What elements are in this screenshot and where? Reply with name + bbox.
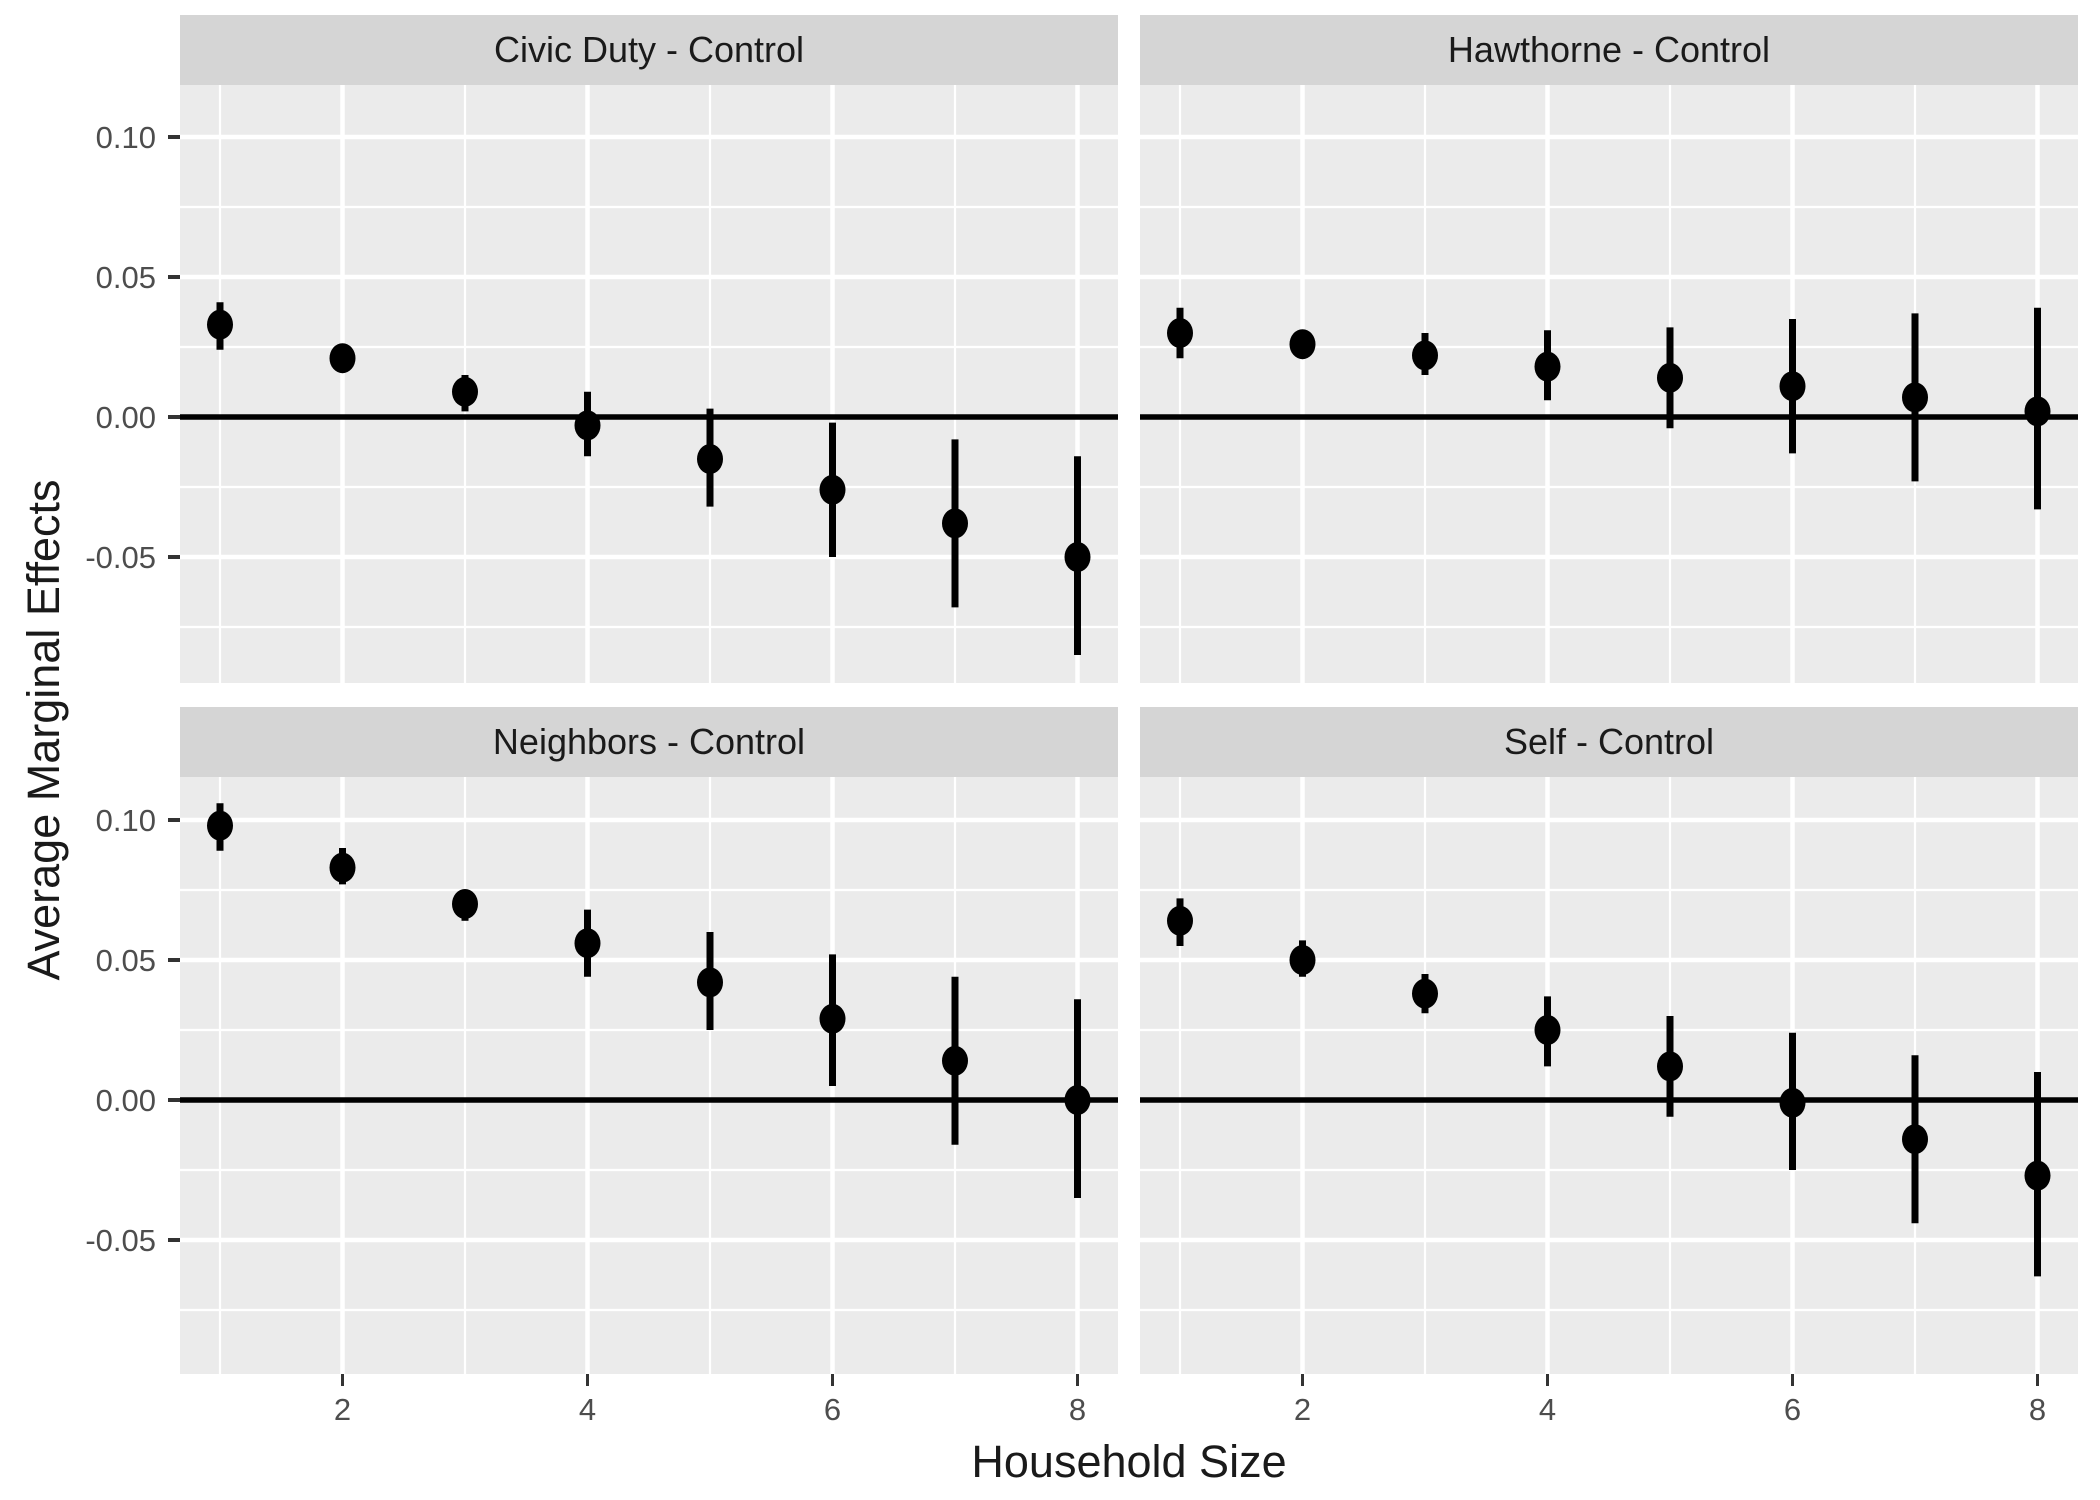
panel-background xyxy=(180,777,1118,1374)
y-tick-mark xyxy=(168,135,180,139)
panel-plot-area xyxy=(1140,777,2078,1374)
panel-civic-duty xyxy=(180,85,1118,688)
y-tick-label: 0.05 xyxy=(95,260,156,295)
panel-plot-area xyxy=(180,85,1118,683)
panel-background xyxy=(180,85,1118,683)
data-point xyxy=(452,889,478,919)
data-point xyxy=(1779,1087,1806,1118)
x-tick-mark xyxy=(2035,1374,2040,1386)
x-tick-label: 8 xyxy=(2028,1392,2047,1427)
y-tick-label: -0.05 xyxy=(85,1223,156,1258)
facet-strip-self: Self - Control xyxy=(1140,707,2078,777)
y-tick-mark xyxy=(168,818,180,822)
data-point xyxy=(819,1003,846,1034)
data-point xyxy=(819,474,846,505)
data-point xyxy=(1534,351,1561,382)
y-tick-mark xyxy=(168,1238,180,1242)
data-point xyxy=(942,1045,968,1076)
x-tick-label: 8 xyxy=(1068,1392,1087,1427)
data-point xyxy=(1167,318,1193,348)
y-tick-mark xyxy=(168,555,180,559)
data-point xyxy=(1412,340,1438,371)
x-tick-mark xyxy=(1545,1374,1550,1386)
facet-strip-hawthorne: Hawthorne - Control xyxy=(1140,15,2078,85)
y-tick-label: -0.05 xyxy=(85,540,156,575)
data-point xyxy=(1167,905,1193,936)
data-point xyxy=(1289,945,1316,975)
x-tick-label: 4 xyxy=(578,1392,597,1427)
y-tick-mark xyxy=(168,958,180,962)
y-tick-label: 0.10 xyxy=(95,120,156,155)
facet-strip-neighbors: Neighbors - Control xyxy=(180,707,1118,777)
facet-strip-label: Neighbors - Control xyxy=(492,721,806,762)
data-point xyxy=(207,810,233,841)
data-point xyxy=(1779,371,1806,402)
data-point xyxy=(1064,1085,1091,1115)
panel-plot-area xyxy=(180,777,1118,1374)
y-tick-label: 0.00 xyxy=(95,400,156,435)
data-point xyxy=(1657,362,1683,393)
panel-self xyxy=(1140,777,2078,1379)
panel-background xyxy=(1140,85,2078,683)
x-tick-label: 6 xyxy=(823,1392,842,1427)
x-tick-label: 6 xyxy=(1783,1392,1802,1427)
data-point xyxy=(1902,382,1928,413)
y-tick-mark xyxy=(168,415,180,419)
y-tick-label: 0.00 xyxy=(95,1083,156,1118)
data-point xyxy=(697,967,723,998)
y-tick-label: 0.05 xyxy=(95,943,156,978)
data-point xyxy=(1064,542,1091,572)
facet-strip-civic-duty: Civic Duty - Control xyxy=(180,15,1118,85)
x-tick-mark xyxy=(340,1374,345,1386)
data-point xyxy=(942,508,968,539)
x-tick-mark xyxy=(830,1374,835,1386)
y-tick-mark xyxy=(168,275,180,279)
facet-strip-label: Hawthorne - Control xyxy=(1447,29,1771,70)
x-tick-mark xyxy=(1075,1374,1080,1386)
y-tick-mark xyxy=(168,1098,180,1102)
data-point xyxy=(574,928,601,959)
data-point xyxy=(452,376,478,407)
x-tick-mark xyxy=(1300,1374,1305,1386)
panel-hawthorne xyxy=(1140,85,2078,688)
facet-strip-label: Civic Duty - Control xyxy=(493,29,805,70)
data-point xyxy=(1657,1051,1683,1082)
x-axis-title: Household Size xyxy=(971,1436,1287,1487)
data-point xyxy=(1902,1124,1928,1155)
x-tick-label: 2 xyxy=(1293,1392,1312,1427)
x-tick-mark xyxy=(1790,1374,1795,1386)
data-point xyxy=(574,410,601,441)
data-point xyxy=(1289,329,1316,360)
panel-neighbors xyxy=(180,777,1118,1379)
data-point xyxy=(1412,978,1438,1009)
x-tick-label: 4 xyxy=(1538,1392,1557,1427)
panel-plot-area xyxy=(1140,85,2078,683)
data-point xyxy=(2024,1160,2051,1191)
data-point xyxy=(1534,1015,1561,1045)
panel-background xyxy=(1140,777,2078,1374)
data-point xyxy=(207,309,233,340)
data-point xyxy=(329,852,356,883)
data-point xyxy=(697,444,723,474)
data-point xyxy=(329,343,356,374)
data-point xyxy=(2024,396,2051,427)
y-tick-label: 0.10 xyxy=(95,803,156,838)
facet-strip-label: Self - Control xyxy=(1503,721,1715,762)
x-tick-label: 2 xyxy=(333,1392,352,1427)
x-tick-mark xyxy=(585,1374,590,1386)
